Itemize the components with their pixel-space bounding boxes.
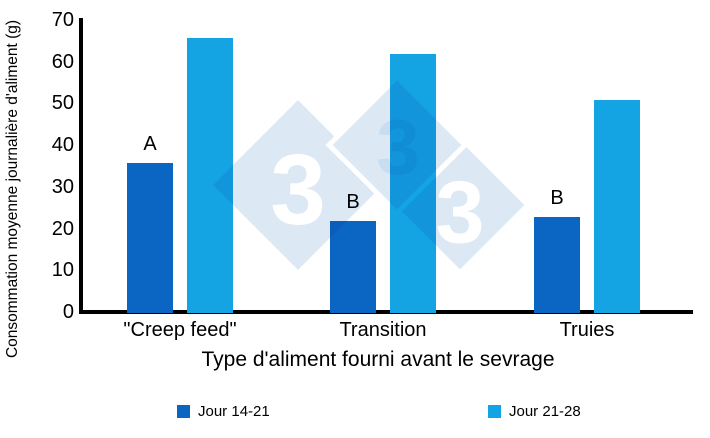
legend-item-jour-14-21: Jour 14-21 — [177, 403, 270, 420]
legend-item-jour-21-28: Jour 21-28 — [488, 403, 581, 420]
legend-swatch-jour-21-28 — [488, 405, 501, 418]
category-label-transition: Transition — [339, 319, 427, 341]
y-tick-label: 70 — [51, 9, 74, 31]
significance-label-creep-feed: A — [143, 132, 157, 155]
legend-label-jour-21-28: Jour 21-28 — [509, 403, 581, 420]
legend-swatch-jour-14-21 — [177, 405, 190, 418]
y-axis-line — [79, 18, 83, 314]
y-tick-label: 30 — [51, 175, 74, 198]
y-tick-label: 60 — [51, 50, 74, 73]
x-axis-line — [79, 310, 693, 314]
bar-creep-feed-jour-14-21 — [127, 163, 173, 313]
y-tick-label: 50 — [51, 92, 74, 115]
bar-transition-jour-14-21 — [330, 221, 376, 313]
watermark-digit-left: 3 — [270, 134, 326, 246]
x-axis-title: Type d'aliment fourni avant le sevrage — [201, 348, 555, 371]
category-label-creep-feed: "Creep feed" — [123, 319, 237, 341]
significance-label-truies: B — [550, 187, 564, 210]
category-label-truies: Truies — [559, 319, 615, 341]
bar-truies-jour-14-21 — [534, 217, 580, 313]
y-tick-label: 20 — [51, 217, 74, 240]
bar-creep-feed-jour-21-28 — [187, 38, 233, 313]
y-tick-label: 40 — [51, 134, 74, 157]
y-axis-title: Consommation moyenne journalière d'alime… — [4, 19, 21, 359]
bar-truies-jour-21-28 — [594, 100, 640, 313]
significance-label-transition: B — [346, 191, 360, 214]
watermark-digit-right: 3 — [436, 163, 485, 262]
bar-transition-jour-21-28 — [390, 54, 436, 313]
y-tick-label: 10 — [51, 259, 74, 282]
legend-label-jour-14-21: Jour 14-21 — [198, 403, 270, 420]
y-tick-label: 0 — [62, 301, 74, 323]
